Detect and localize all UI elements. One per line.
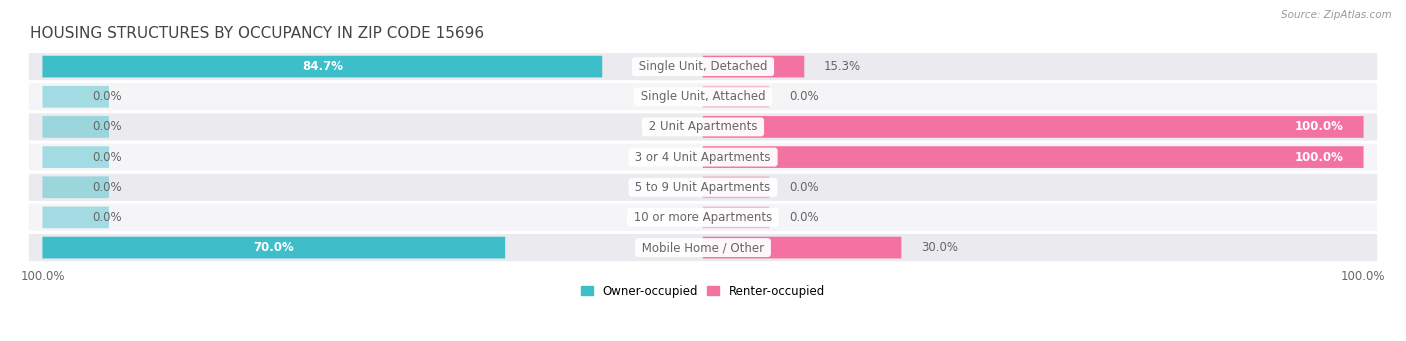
Text: Single Unit, Detached: Single Unit, Detached bbox=[636, 60, 770, 73]
Text: Source: ZipAtlas.com: Source: ZipAtlas.com bbox=[1281, 10, 1392, 20]
Text: 0.0%: 0.0% bbox=[789, 181, 818, 194]
Text: 84.7%: 84.7% bbox=[302, 60, 343, 73]
Text: 100.0%: 100.0% bbox=[1295, 151, 1344, 164]
Text: 70.0%: 70.0% bbox=[253, 241, 294, 254]
FancyBboxPatch shape bbox=[42, 56, 602, 77]
Text: 0.0%: 0.0% bbox=[789, 211, 818, 224]
FancyBboxPatch shape bbox=[30, 234, 1376, 261]
FancyBboxPatch shape bbox=[42, 116, 110, 138]
FancyBboxPatch shape bbox=[703, 237, 901, 258]
FancyBboxPatch shape bbox=[703, 86, 769, 108]
Text: 0.0%: 0.0% bbox=[93, 211, 122, 224]
FancyBboxPatch shape bbox=[703, 176, 769, 198]
Text: 0.0%: 0.0% bbox=[93, 151, 122, 164]
Text: Single Unit, Attached: Single Unit, Attached bbox=[637, 90, 769, 103]
Text: 100.0%: 100.0% bbox=[1295, 120, 1344, 133]
FancyBboxPatch shape bbox=[42, 86, 110, 108]
Text: 5 to 9 Unit Apartments: 5 to 9 Unit Apartments bbox=[631, 181, 775, 194]
FancyBboxPatch shape bbox=[703, 146, 1364, 168]
FancyBboxPatch shape bbox=[30, 204, 1376, 231]
Text: 0.0%: 0.0% bbox=[93, 90, 122, 103]
FancyBboxPatch shape bbox=[30, 144, 1376, 170]
FancyBboxPatch shape bbox=[42, 237, 505, 258]
FancyBboxPatch shape bbox=[703, 56, 804, 77]
Text: 3 or 4 Unit Apartments: 3 or 4 Unit Apartments bbox=[631, 151, 775, 164]
FancyBboxPatch shape bbox=[703, 207, 769, 228]
FancyBboxPatch shape bbox=[30, 53, 1376, 80]
FancyBboxPatch shape bbox=[42, 207, 110, 228]
FancyBboxPatch shape bbox=[30, 83, 1376, 110]
Text: 2 Unit Apartments: 2 Unit Apartments bbox=[645, 120, 761, 133]
Text: 0.0%: 0.0% bbox=[93, 181, 122, 194]
FancyBboxPatch shape bbox=[703, 116, 1364, 138]
FancyBboxPatch shape bbox=[30, 113, 1376, 140]
FancyBboxPatch shape bbox=[42, 176, 110, 198]
FancyBboxPatch shape bbox=[30, 174, 1376, 201]
Text: 0.0%: 0.0% bbox=[93, 120, 122, 133]
Text: 0.0%: 0.0% bbox=[789, 90, 818, 103]
Text: HOUSING STRUCTURES BY OCCUPANCY IN ZIP CODE 15696: HOUSING STRUCTURES BY OCCUPANCY IN ZIP C… bbox=[30, 26, 484, 41]
FancyBboxPatch shape bbox=[42, 146, 110, 168]
Text: 10 or more Apartments: 10 or more Apartments bbox=[630, 211, 776, 224]
Text: 30.0%: 30.0% bbox=[921, 241, 957, 254]
Text: Mobile Home / Other: Mobile Home / Other bbox=[638, 241, 768, 254]
Text: 15.3%: 15.3% bbox=[824, 60, 860, 73]
Legend: Owner-occupied, Renter-occupied: Owner-occupied, Renter-occupied bbox=[581, 285, 825, 298]
